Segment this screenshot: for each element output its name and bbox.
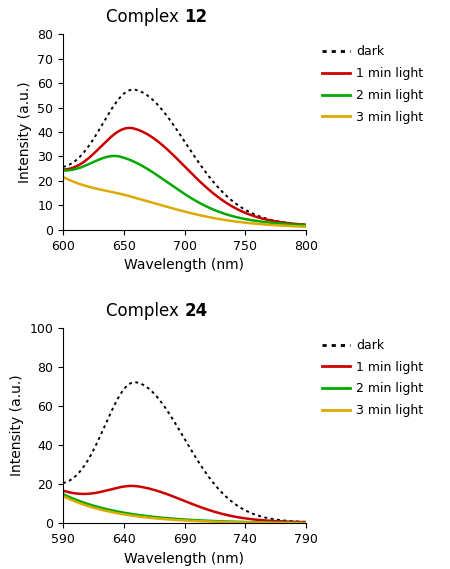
Legend: dark, 1 min light, 2 min light, 3 min light: dark, 1 min light, 2 min light, 3 min li… (317, 40, 428, 129)
X-axis label: Wavelength (nm): Wavelength (nm) (125, 552, 244, 566)
Text: 24: 24 (184, 302, 208, 320)
Text: Complex: Complex (106, 302, 184, 320)
Y-axis label: Intensity (a.u.): Intensity (a.u.) (18, 81, 32, 183)
X-axis label: Wavelength (nm): Wavelength (nm) (125, 258, 244, 272)
Text: Complex: Complex (106, 9, 184, 26)
Legend: dark, 1 min light, 2 min light, 3 min light: dark, 1 min light, 2 min light, 3 min li… (317, 334, 428, 422)
Y-axis label: Intensity (a.u.): Intensity (a.u.) (10, 375, 24, 476)
Text: 12: 12 (184, 9, 207, 26)
